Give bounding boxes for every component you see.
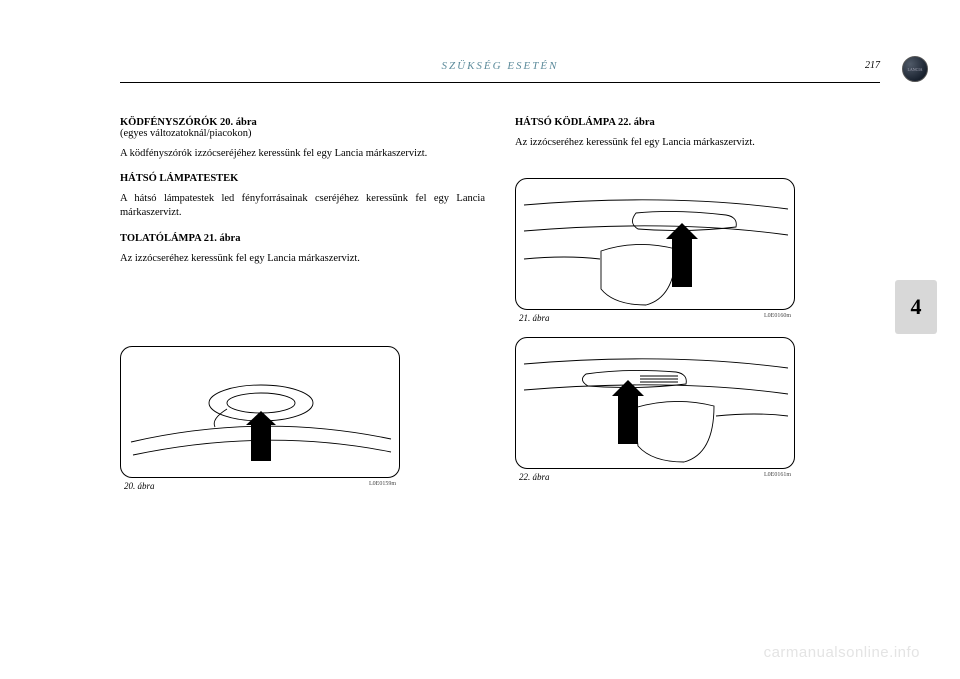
page-header: SZÜKSÉG ESETÉN 217 [120, 60, 880, 89]
section-title: SZÜKSÉG ESETÉN [120, 60, 880, 72]
page-number: 217 [865, 60, 880, 71]
para-rear-lamps: A hátsó lámpatestek led fényforrásainak … [120, 192, 485, 220]
brand-logo-text: LANCIA [907, 67, 922, 72]
para-reverse-lamp: Az izzócseréhez keressünk fel egy Lancia… [120, 252, 485, 266]
figure-21-box [515, 178, 795, 310]
figure-22: 22. ábra L0E0161m [515, 337, 795, 482]
figure-20-label: 20. ábra [124, 481, 155, 491]
figure-21-caption: 21. ábra L0E0160m [515, 313, 795, 323]
figure-20-caption: 20. ábra L0E0159m [120, 481, 400, 491]
heading-fog-lights: KÖDFÉNYSZÓRÓK 20. ábra [120, 117, 485, 128]
heading-reverse-lamp: TOLATÓLÁMPA 21. ábra [120, 233, 485, 244]
figure-22-box [515, 337, 795, 469]
subtext-variants: (egyes változatoknál/piacokon) [120, 128, 485, 139]
figure-22-caption: 22. ábra L0E0161m [515, 472, 795, 482]
left-column: KÖDFÉNYSZÓRÓK 20. ábra (egyes változatok… [120, 113, 485, 493]
figure-20-box [120, 346, 400, 478]
watermark: carmanualsonline.info [764, 644, 920, 661]
para-fog-lights: A ködfényszórók izzócseréjéhez keressünk… [120, 147, 485, 161]
figure-22-code: L0E0161m [764, 472, 791, 482]
chapter-number: 4 [911, 294, 922, 320]
content-columns: KÖDFÉNYSZÓRÓK 20. ábra (egyes változatok… [120, 113, 880, 493]
figure-20: 20. ábra L0E0159m [120, 346, 400, 491]
heading-rear-lamps: HÁTSÓ LÁMPATESTEK [120, 173, 485, 184]
right-column: HÁTSÓ KÖDLÁMPA 22. ábra Az izzócseréhez … [515, 113, 880, 493]
figure-21-label: 21. ábra [519, 313, 550, 323]
heading-rear-fog: HÁTSÓ KÖDLÁMPA 22. ábra [515, 117, 880, 128]
figure-21-code: L0E0160m [764, 313, 791, 323]
para-rear-fog: Az izzócseréhez keressünk fel egy Lancia… [515, 136, 880, 150]
figure-22-label: 22. ábra [519, 472, 550, 482]
chapter-tab: 4 [895, 280, 937, 334]
figure-21: 21. ábra L0E0160m [515, 178, 795, 323]
header-divider [120, 82, 880, 83]
brand-logo: LANCIA [902, 56, 928, 82]
figure-20-code: L0E0159m [369, 481, 396, 491]
